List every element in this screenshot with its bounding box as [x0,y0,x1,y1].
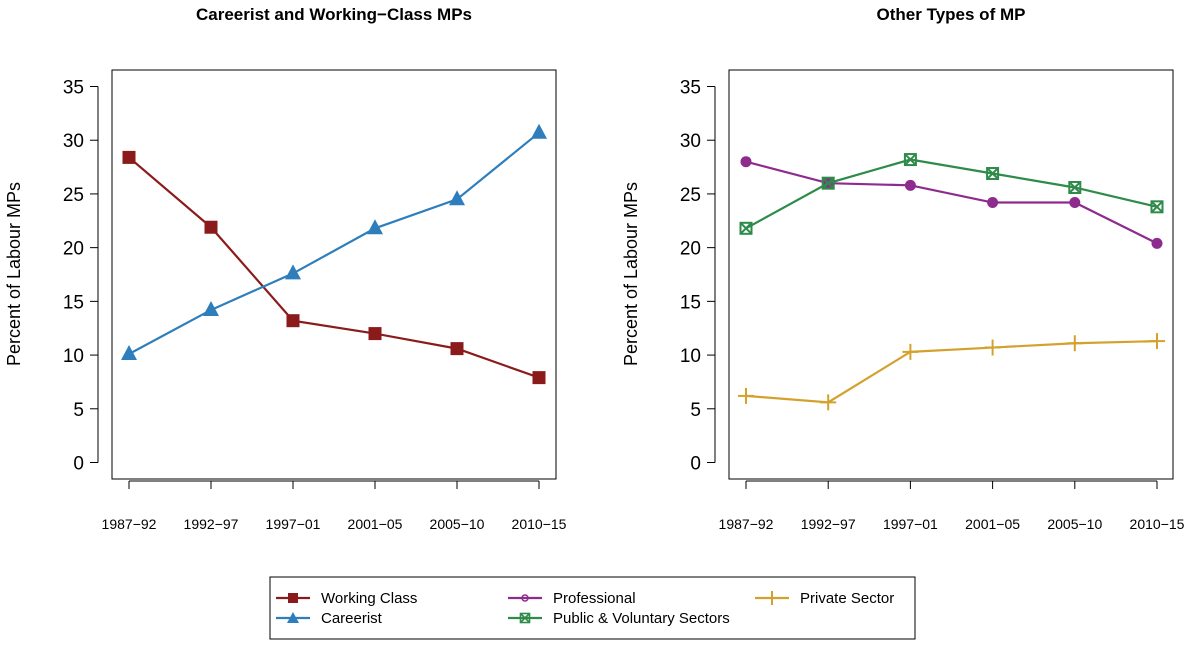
data-point [121,344,137,360]
y-tick-label: 0 [73,454,84,475]
data-point [368,327,382,341]
data-point [1066,335,1083,352]
data-point [1150,200,1164,214]
y-tick-label: 15 [63,292,84,313]
data-point [1151,237,1163,249]
y-tick-label: 35 [680,78,701,99]
series-group [738,153,1165,411]
data-point [531,123,547,139]
y-tick-label: 20 [680,239,701,260]
x-tick-label: 2005−10 [1047,516,1102,532]
y-tick-label: 30 [63,131,84,152]
y-tick-label: 10 [680,346,701,367]
legend-marker [519,612,531,624]
data-point [738,387,754,404]
series-group [121,123,547,385]
y-axis: 0 5 10 15 20 25 30 35 [680,78,716,475]
series-line [745,340,1158,404]
y-tick-label: 35 [63,78,84,99]
legend-label: Working Class [321,590,417,607]
legend-item-careerist: Careerist [276,610,383,627]
chart-other-types: Other Types of MP Percent of Labour MPs … [621,5,1185,532]
data-point [203,300,219,316]
data-point [1149,333,1165,350]
x-tick-label: 1987−92 [102,516,157,532]
data-point [1069,197,1081,209]
legend: Working Class Careerist Professional Public… [269,576,916,640]
data-point [984,339,1001,356]
legend-label: Public & Voluntary Sectors [553,610,730,627]
x-tick-label: 2001−05 [348,516,403,532]
data-point [122,150,136,164]
legend-label: Professional [553,590,636,607]
series-professional [740,156,1163,249]
data-point [739,221,753,235]
y-tick-label: 10 [63,346,84,367]
series-working-class [122,150,546,385]
data-point [903,153,917,167]
legend-label: Private Sector [800,590,894,607]
series-private-sector [738,333,1165,411]
series-line [128,131,540,355]
x-tick-label: 2010−15 [1130,516,1185,532]
x-tick-label: 2005−10 [430,516,485,532]
y-tick-label: 15 [680,292,701,313]
legend-marker [521,594,529,602]
x-tick-label: 2001−05 [965,516,1020,532]
data-point [820,394,837,411]
x-tick-label: 1997−01 [883,516,938,532]
data-point [821,176,835,190]
data-point [740,156,752,168]
data-point [1068,180,1082,194]
y-axis: 0 5 10 15 20 25 30 35 [63,78,99,475]
y-tick-label: 20 [63,239,84,260]
legend-item-public-voluntary: Public & Voluntary Sectors [508,610,730,627]
y-tick-label: 5 [73,400,84,421]
legend-item-private-sector: Private Sector [755,590,894,607]
series-line [128,156,540,379]
data-point [904,179,916,191]
y-tick-label: 25 [63,185,84,206]
series-public-voluntary [739,153,1164,235]
x-tick-label: 1992−97 [801,516,856,532]
data-point [449,190,465,206]
legend-marker [288,593,298,603]
chart-careerist-working-class: Careerist and Working−Class MPs Percent … [4,5,567,532]
plot-frame [728,69,1174,480]
data-point [285,264,301,280]
y-axis-label: Percent of Labour MPs [621,182,641,366]
legend-marker [287,612,299,623]
y-tick-label: 25 [680,185,701,206]
data-point [986,167,1000,181]
legend-frame [269,576,916,640]
y-axis-label: Percent of Labour MPs [4,182,24,366]
x-tick-label: 1992−97 [184,516,239,532]
y-tick-label: 30 [680,131,701,152]
y-tick-label: 0 [690,454,701,475]
chart-title: Other Types of MP [877,5,1026,24]
data-point [987,197,999,209]
legend-label: Careerist [321,610,383,627]
legend-item-professional: Professional [508,590,636,607]
x-tick-label: 1987−92 [719,516,774,532]
data-point [450,342,464,356]
data-point [204,220,218,234]
x-tick-label: 2010−15 [512,516,567,532]
data-point [286,314,300,328]
legend-item-working-class: Working Class [276,590,417,607]
x-axis: 1987−92 1992−97 1997−01 2001−05 2005−10 2010−… [102,480,567,532]
chart-title: Careerist and Working−Class MPs [196,5,472,24]
series-line [745,158,1158,230]
plot-frame [111,69,557,480]
series-careerist [121,123,547,360]
data-point [902,343,919,360]
series-line [745,160,1158,245]
y-tick-label: 5 [690,400,701,421]
data-point [367,219,383,235]
x-tick-label: 1997−01 [266,516,321,532]
data-point [532,371,546,385]
x-axis: 1987−92 1992−97 1997−01 2001−05 2005−10 2010−… [719,480,1185,532]
